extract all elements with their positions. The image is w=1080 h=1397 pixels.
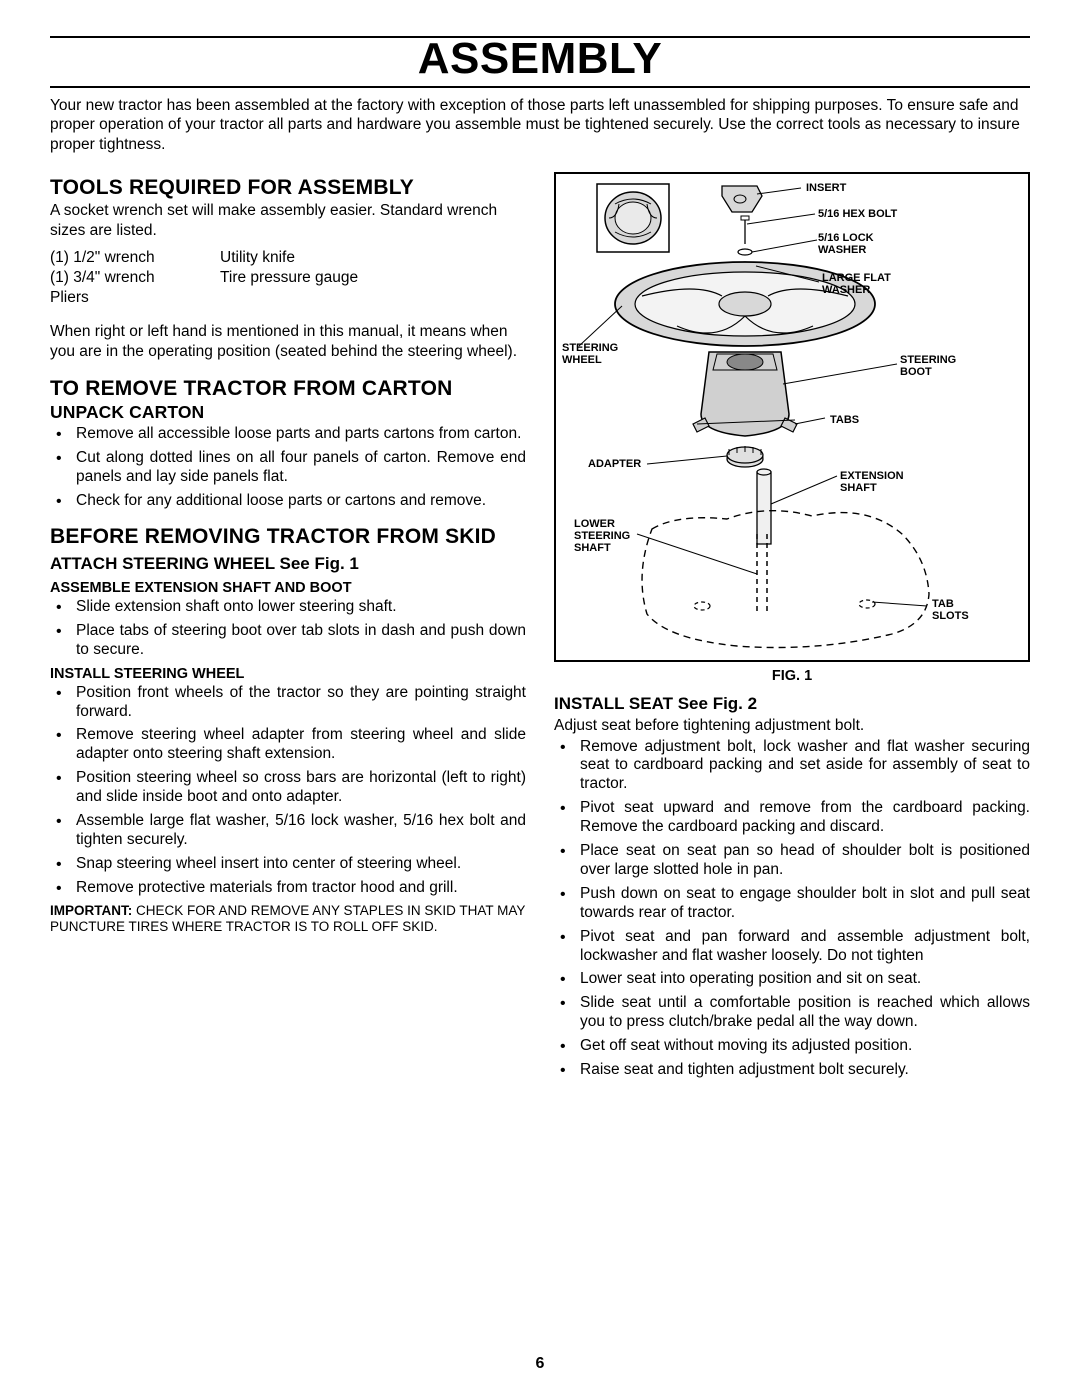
- label-tab-slots: TAB SLOTS: [932, 598, 969, 622]
- figure-caption: FIG. 1: [554, 668, 1030, 684]
- install-wheel-heading: INSTALL STEERING WHEEL: [50, 666, 526, 682]
- list-item: Cut along dotted lines on all four panel…: [50, 449, 526, 487]
- tool-row: (1) 1/2" wrench Utility knife: [50, 248, 526, 268]
- tool-cell: (1) 1/2" wrench: [50, 248, 220, 268]
- label-lock-washer: 5/16 LOCK WASHER: [818, 232, 874, 256]
- steering-diagram: [556, 174, 1028, 660]
- tool-row: Pliers: [50, 288, 526, 308]
- label-flat-washer: LARGE FLAT WASHER: [822, 272, 891, 296]
- hand-note: When right or left hand is mentioned in …: [50, 322, 526, 361]
- ext-shaft-heading: ASSEMBLE EXTENSION SHAFT AND BOOT: [50, 580, 526, 596]
- important-label: IMPORTANT:: [50, 903, 132, 918]
- list-item: Place tabs of steering boot over tab slo…: [50, 622, 526, 660]
- install-seat-heading: INSTALL SEAT See Fig. 2: [554, 694, 1030, 714]
- page-title: ASSEMBLY: [50, 34, 1030, 84]
- remove-carton-heading: TO REMOVE TRACTOR FROM CARTON: [50, 377, 526, 400]
- label-ext-shaft: EXTENSION SHAFT: [840, 470, 904, 494]
- tools-heading: TOOLS REQUIRED FOR ASSEMBLY: [50, 176, 526, 199]
- label-hex-bolt: 5/16 HEX BOLT: [818, 208, 897, 220]
- label-steering-boot: STEERING BOOT: [900, 354, 956, 378]
- label-tabs: TABS: [830, 414, 859, 426]
- list-item: Position steering wheel so cross bars ar…: [50, 769, 526, 807]
- label-lower-shaft: LOWER STEERING SHAFT: [574, 518, 630, 554]
- label-insert: INSERT: [806, 182, 846, 194]
- tool-cell: Utility knife: [220, 248, 526, 268]
- label-adapter: ADAPTER: [588, 458, 641, 470]
- tool-row: (1) 3/4" wrench Tire pressure gauge: [50, 268, 526, 288]
- unpack-carton-heading: UNPACK CARTON: [50, 402, 526, 423]
- list-item: Place seat on seat pan so head of should…: [554, 842, 1030, 880]
- tools-lead: A socket wrench set will make assembly e…: [50, 201, 526, 240]
- list-item: Assemble large flat washer, 5/16 lock wa…: [50, 812, 526, 850]
- list-item: Lower seat into operating position and s…: [554, 970, 1030, 989]
- tool-cell: (1) 3/4" wrench: [50, 268, 220, 288]
- important-note: IMPORTANT: CHECK FOR AND REMOVE ANY STAP…: [50, 903, 526, 935]
- list-item: Check for any additional loose parts or …: [50, 492, 526, 511]
- before-skid-heading: BEFORE REMOVING TRACTOR FROM SKID: [50, 525, 526, 548]
- list-item: Pivot seat upward and remove from the ca…: [554, 799, 1030, 837]
- attach-steering-heading: ATTACH STEERING WHEEL See Fig. 1: [50, 554, 526, 574]
- tool-cell: Tire pressure gauge: [220, 268, 526, 288]
- list-item: Pivot seat and pan forward and assemble …: [554, 928, 1030, 966]
- tool-cell: Pliers: [50, 288, 220, 308]
- list-item: Remove protective materials from tractor…: [50, 879, 526, 898]
- list-item: Slide extension shaft onto lower steerin…: [50, 598, 526, 617]
- page-number: 6: [0, 1355, 1080, 1373]
- label-steering-wheel: STEERING WHEEL: [562, 342, 618, 366]
- list-item: Remove steering wheel adapter from steer…: [50, 726, 526, 764]
- list-item: Push down on seat to engage shoulder bol…: [554, 885, 1030, 923]
- list-item: Slide seat until a comfortable position …: [554, 994, 1030, 1032]
- intro-paragraph: Your new tractor has been assembled at t…: [50, 96, 1030, 154]
- list-item: Position front wheels of the tractor so …: [50, 684, 526, 722]
- list-item: Remove adjustment bolt, lock washer and …: [554, 738, 1030, 795]
- list-item: Remove all accessible loose parts and pa…: [50, 425, 526, 444]
- list-item: Raise seat and tighten adjustment bolt s…: [554, 1061, 1030, 1080]
- tool-cell: [220, 288, 526, 308]
- install-seat-lead: Adjust seat before tightening adjustment…: [554, 716, 1030, 735]
- list-item: Snap steering wheel insert into center o…: [50, 855, 526, 874]
- list-item: Get off seat without moving its adjusted…: [554, 1037, 1030, 1056]
- figure-1: INSERT 5/16 HEX BOLT 5/16 LOCK WASHER LA…: [554, 172, 1030, 662]
